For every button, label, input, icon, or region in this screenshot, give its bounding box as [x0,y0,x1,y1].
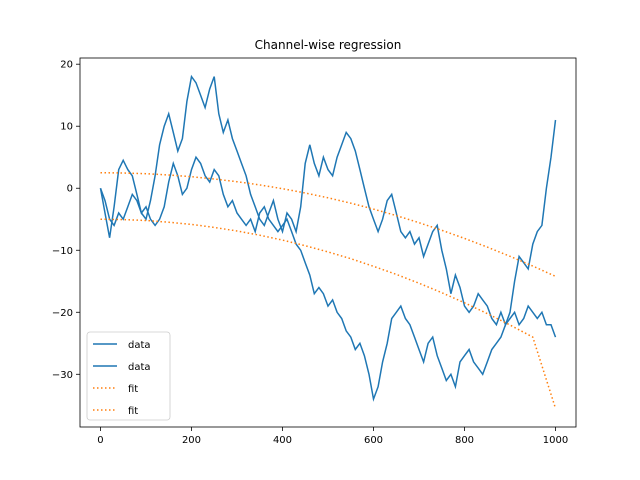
x-axis: 0 200 400 600 800 1000 [97,427,568,446]
legend: data data fit fit [86,331,171,421]
x-tick-label: 200 [182,435,201,446]
series-line-data-2 [99,155,557,402]
y-tick-label: −30 [52,370,73,381]
legend-label: fit [128,406,138,417]
series-line-fit-3 [100,171,556,277]
axes-frame [79,57,577,428]
series-line-data-1 [99,74,557,327]
y-tick-label: −20 [52,308,73,319]
legend-label: fit [128,384,138,395]
y-tick-label: −10 [52,246,73,257]
legend-label: data [128,340,151,351]
y-tick-label: 20 [60,60,73,71]
x-tick-label: 600 [364,435,383,446]
plot-area [99,74,557,409]
x-tick-label: 0 [97,435,103,446]
y-axis: −30 −20 −10 0 10 20 [52,60,80,381]
series-line-fit-4 [100,218,557,409]
chart-title: Channel-wise regression [255,38,402,52]
x-tick-label: 400 [273,435,292,446]
legend-label: data [128,362,151,373]
y-tick-label: 10 [60,122,73,133]
legend-box [86,331,171,421]
y-tick-label: 0 [67,184,73,195]
x-tick-label: 800 [455,435,474,446]
x-tick-label: 1000 [543,435,568,446]
